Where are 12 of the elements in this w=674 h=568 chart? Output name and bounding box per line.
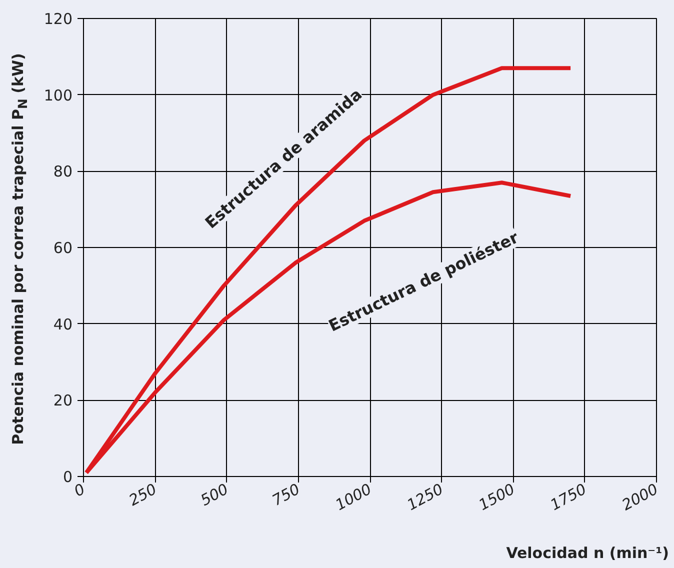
y-tick-label: 20 [53, 392, 73, 410]
x-tick-label: 750 [269, 480, 303, 510]
x-axis-title: Velocidad n (min⁻¹) [505, 543, 669, 564]
y-tick-label: 0 [62, 468, 73, 486]
y-tick-label: 120 [44, 10, 73, 28]
y-tick-label: 80 [53, 162, 73, 181]
y-tick-label: 40 [53, 315, 73, 334]
x-tick-label: 500 [198, 480, 232, 510]
y-tick-label: 100 [44, 86, 73, 104]
x-tick-label: 0 [71, 480, 88, 500]
x-tick-label: 250 [126, 480, 160, 510]
y-tick-label: 60 [53, 239, 73, 257]
